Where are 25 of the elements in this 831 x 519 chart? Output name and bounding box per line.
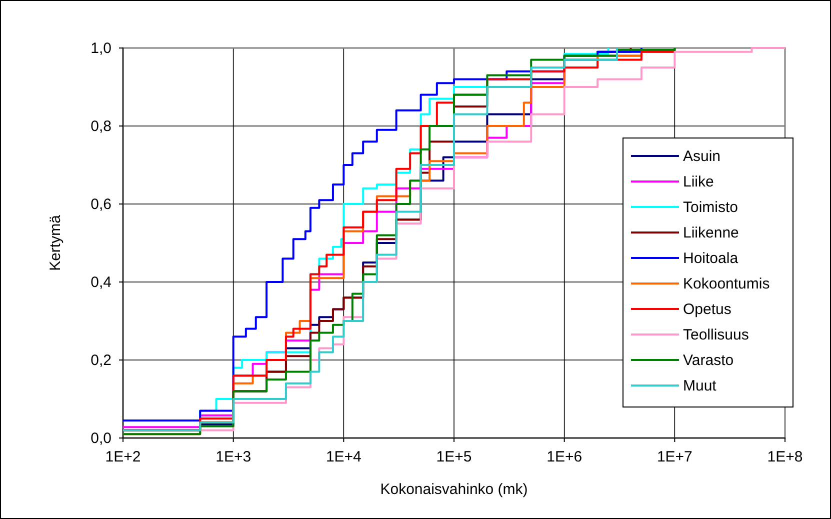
legend-label: Hoitoala: [683, 250, 739, 267]
x-tick-label: 1E+5: [436, 448, 472, 466]
x-tick-label: 1E+3: [216, 448, 252, 466]
x-tick-label: 1E+4: [326, 448, 362, 466]
y-tick-label: 0,0: [90, 430, 112, 447]
legend-label: Teollisuus: [683, 326, 749, 344]
x-tick-label: 1E+7: [656, 448, 692, 466]
legend-label: Liike: [683, 174, 714, 190]
legend-label: Toimisto: [683, 199, 738, 216]
legend-label: Opetus: [683, 301, 732, 318]
legend-label: Asuin: [683, 148, 721, 165]
legend-label: Liikenne: [683, 224, 739, 242]
legend-label: Muut: [683, 378, 718, 394]
x-tick-label: 1E+8: [767, 448, 803, 466]
y-tick-label: 0,2: [90, 352, 112, 369]
x-axis-title: Kokonaisvahinko (mk): [380, 481, 528, 498]
legend-label: Varasto: [683, 352, 734, 369]
y-tick-label: 0,6: [90, 196, 112, 213]
y-axis-title: Kertymä: [47, 214, 64, 271]
x-tick-label: 1E+6: [546, 448, 582, 466]
legend-label: Kokoontumis: [683, 276, 770, 292]
y-tick-label: 1,0: [90, 40, 112, 57]
y-tick-label: 0,4: [90, 274, 112, 291]
x-tick-label: 1E+2: [105, 448, 141, 466]
y-tick-label: 0,8: [90, 118, 112, 135]
